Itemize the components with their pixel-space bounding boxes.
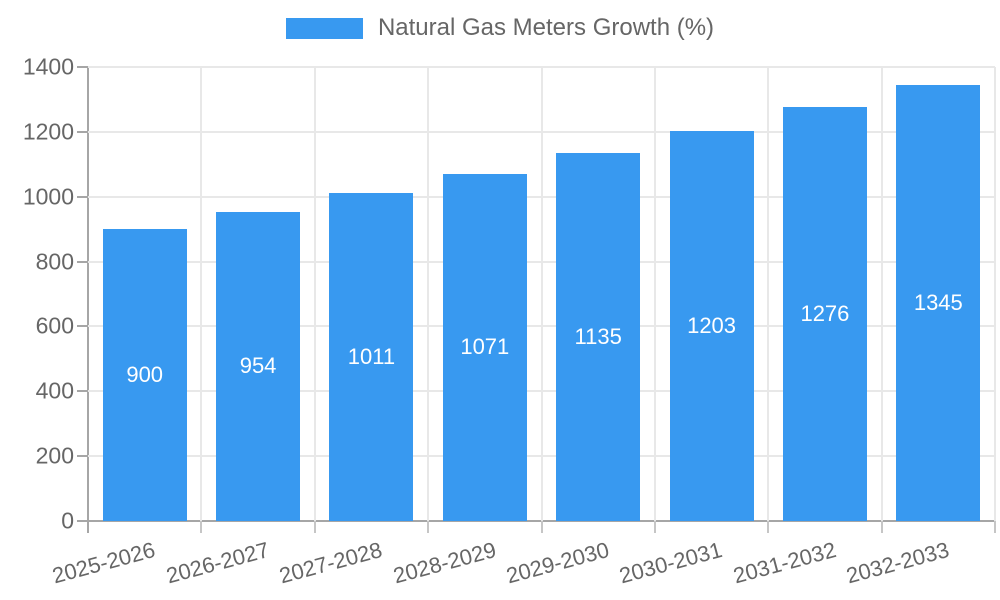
bar-value-label: 1011 xyxy=(347,344,396,370)
x-axis-tick xyxy=(540,521,543,533)
bar[interactable]: 1276 xyxy=(782,107,867,521)
y-tick-label: 1200 xyxy=(22,118,74,145)
gridline-x xyxy=(313,67,316,521)
x-tick-label: 2031-2032 xyxy=(730,537,839,589)
x-tick-label: 2032-2033 xyxy=(843,537,952,589)
gridline-x xyxy=(540,67,543,521)
gridline-x xyxy=(767,67,770,521)
legend-item[interactable]: Natural Gas Meters Growth (%) xyxy=(285,14,715,42)
x-tick-label: 2030-2031 xyxy=(616,537,726,589)
x-axis-tick xyxy=(427,521,430,533)
x-tick-label: 2028-2029 xyxy=(390,537,499,589)
y-tick-label: 400 xyxy=(35,377,74,404)
plot-area: 900 954 1011 1071 1135 1203 1276 1345 xyxy=(88,66,996,521)
x-axis-tick xyxy=(87,521,89,533)
legend-swatch xyxy=(285,17,363,39)
y-tick-label: 800 xyxy=(35,248,74,275)
bar[interactable]: 1071 xyxy=(442,173,527,521)
legend-label: Natural Gas Meters Growth (%) xyxy=(377,14,715,41)
x-axis-tick xyxy=(313,521,316,533)
gridline-x xyxy=(200,67,203,521)
x-tick-label: 2027-2028 xyxy=(276,537,385,589)
bar-value-label: 1276 xyxy=(800,301,850,327)
x-tick-label: 2026-2027 xyxy=(163,537,272,589)
bar[interactable]: 1345 xyxy=(896,84,981,521)
y-axis-tick xyxy=(77,520,88,522)
bar-value-label: 1203 xyxy=(687,312,737,338)
y-tick-label: 600 xyxy=(35,312,74,339)
bar-value-label: 1071 xyxy=(460,334,510,360)
bar[interactable]: 1011 xyxy=(329,193,414,521)
y-axis-tick xyxy=(77,325,88,328)
x-axis-tick xyxy=(994,521,996,533)
y-axis-line xyxy=(87,67,89,533)
y-axis-tick xyxy=(77,195,88,198)
bar[interactable]: 1203 xyxy=(669,130,754,521)
y-axis-tick xyxy=(77,130,88,133)
gridline-x xyxy=(880,67,883,521)
bar[interactable]: 900 xyxy=(102,229,187,521)
bar-value-label: 954 xyxy=(239,353,277,379)
x-tick-label: 2025-2026 xyxy=(50,537,159,589)
y-axis-tick xyxy=(77,455,88,458)
bar-value-label: 900 xyxy=(126,362,164,388)
x-axis-tick xyxy=(767,521,770,533)
y-tick-label: 0 xyxy=(61,507,74,534)
x-axis-tick xyxy=(200,521,203,533)
chart-legend: Natural Gas Meters Growth (%) xyxy=(0,14,1000,42)
gridline-x xyxy=(994,67,996,521)
x-axis-tick xyxy=(880,521,883,533)
x-tick-label: 2029-2030 xyxy=(503,537,612,589)
bar-value-label: 1345 xyxy=(913,289,963,315)
bar-value-label: 1135 xyxy=(574,323,622,349)
x-axis-tick xyxy=(653,521,656,533)
bar[interactable]: 954 xyxy=(216,211,301,521)
bar[interactable]: 1135 xyxy=(556,152,641,521)
y-axis-tick xyxy=(77,390,88,393)
gridline-x xyxy=(427,67,430,521)
y-tick-label: 1000 xyxy=(22,183,74,210)
y-tick-label: 200 xyxy=(35,442,74,469)
y-axis-tick xyxy=(77,66,88,68)
y-tick-label: 1400 xyxy=(22,53,74,80)
gridline-x xyxy=(653,67,656,521)
y-axis-tick xyxy=(77,260,88,263)
